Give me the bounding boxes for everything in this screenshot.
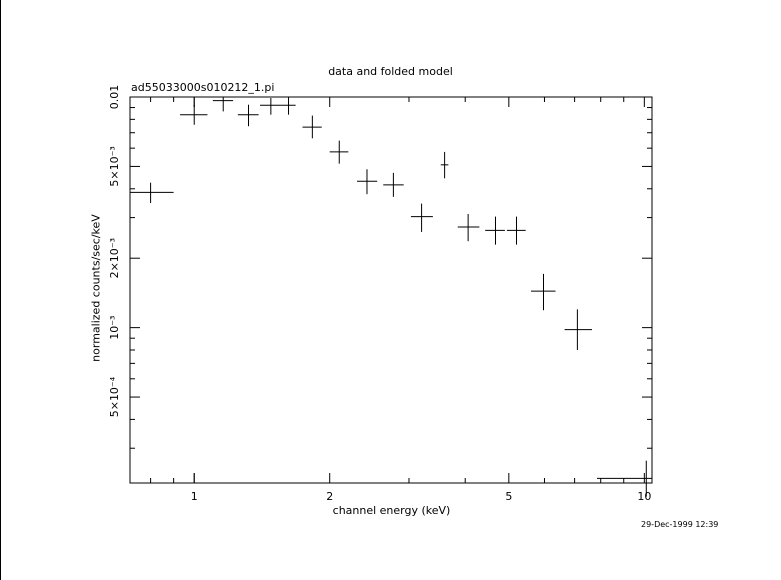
plot-frame xyxy=(129,96,653,484)
y-axis-label: normalized counts/sec/keV xyxy=(89,214,103,362)
data-point xyxy=(259,98,282,115)
chart-title: data and folded model xyxy=(328,65,453,78)
chart-subtitle: ad55033000s010212_1.pi xyxy=(131,81,275,94)
y-tick-label: 2×10⁻³ xyxy=(108,238,121,278)
data-point xyxy=(597,460,652,497)
data-point xyxy=(212,97,234,112)
y-tick-label: 0.01 xyxy=(108,85,121,110)
data-point xyxy=(530,273,556,311)
timestamp: 29-Dec-1999 12:39 xyxy=(641,520,719,529)
data-point xyxy=(130,182,174,204)
window-edge xyxy=(0,0,1,580)
x-tick-label: 5 xyxy=(505,490,512,503)
data-point xyxy=(237,104,259,127)
data-point xyxy=(440,151,449,179)
x-axis-label: channel energy (keV) xyxy=(332,504,451,517)
x-tick-label: 2 xyxy=(326,490,333,503)
y-tick-label: 5×10⁻⁴ xyxy=(108,376,121,417)
data-point xyxy=(180,104,208,125)
data-point xyxy=(281,97,296,115)
data-point xyxy=(410,203,433,232)
y-tick-label: 10⁻³ xyxy=(108,316,121,340)
data-point xyxy=(506,216,526,245)
data-point xyxy=(457,213,480,242)
data-point xyxy=(485,216,505,245)
x-tick-label: 10 xyxy=(637,490,651,503)
x-tick-label: 1 xyxy=(191,490,198,503)
y-tick-label: 5×10⁻³ xyxy=(108,146,121,186)
data-point xyxy=(383,172,404,197)
data-point xyxy=(329,140,349,164)
data-point xyxy=(302,115,322,139)
data-point xyxy=(357,169,378,195)
data-point xyxy=(564,309,592,350)
